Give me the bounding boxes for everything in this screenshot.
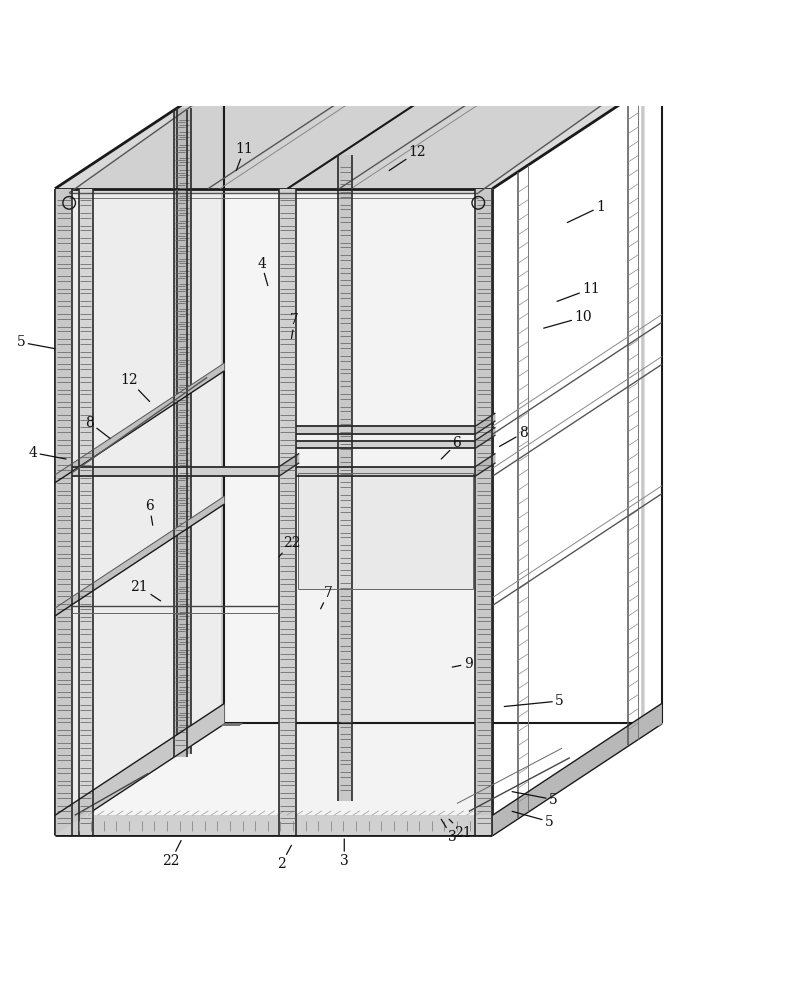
Text: 5: 5 (17, 335, 55, 349)
Polygon shape (69, 72, 648, 193)
Polygon shape (221, 77, 225, 725)
Polygon shape (55, 496, 225, 616)
Polygon shape (72, 467, 279, 476)
Polygon shape (55, 815, 493, 835)
Polygon shape (339, 155, 352, 801)
Polygon shape (475, 427, 495, 448)
Polygon shape (475, 189, 493, 835)
Text: 11: 11 (235, 142, 253, 171)
Text: 6: 6 (146, 499, 154, 525)
Text: 3: 3 (441, 819, 456, 844)
Polygon shape (475, 453, 495, 476)
Polygon shape (296, 441, 475, 448)
Polygon shape (55, 189, 287, 835)
Text: 21: 21 (131, 580, 161, 601)
Text: 8: 8 (500, 426, 528, 446)
Text: 10: 10 (543, 310, 592, 328)
Polygon shape (296, 426, 475, 434)
Polygon shape (279, 453, 299, 476)
Text: 22: 22 (279, 536, 301, 557)
Text: 5: 5 (512, 792, 558, 807)
Text: 1: 1 (567, 200, 605, 223)
Text: 5: 5 (512, 811, 554, 829)
Polygon shape (78, 189, 93, 835)
Text: 12: 12 (389, 145, 426, 171)
Polygon shape (55, 189, 72, 835)
Text: 7: 7 (290, 313, 299, 338)
Text: 11: 11 (557, 282, 600, 301)
Polygon shape (55, 703, 225, 835)
Text: 4: 4 (257, 257, 268, 286)
Text: 22: 22 (162, 841, 181, 868)
Polygon shape (177, 108, 191, 754)
Polygon shape (475, 413, 495, 434)
Polygon shape (287, 189, 493, 835)
Text: 12: 12 (120, 373, 149, 401)
Text: 8: 8 (85, 416, 110, 439)
Polygon shape (173, 110, 187, 757)
Polygon shape (296, 467, 475, 476)
Text: 9: 9 (452, 657, 472, 671)
Polygon shape (55, 77, 662, 189)
Text: 7: 7 (320, 586, 333, 609)
Text: 4: 4 (28, 446, 66, 460)
Polygon shape (55, 77, 225, 835)
Text: 2: 2 (277, 845, 291, 871)
Polygon shape (642, 77, 645, 725)
Polygon shape (55, 363, 225, 483)
Polygon shape (493, 703, 662, 835)
Text: 6: 6 (441, 436, 461, 459)
Text: 21: 21 (449, 819, 471, 840)
Polygon shape (279, 189, 296, 835)
Polygon shape (298, 473, 473, 589)
Text: 3: 3 (340, 839, 349, 868)
Text: 5: 5 (505, 694, 564, 708)
